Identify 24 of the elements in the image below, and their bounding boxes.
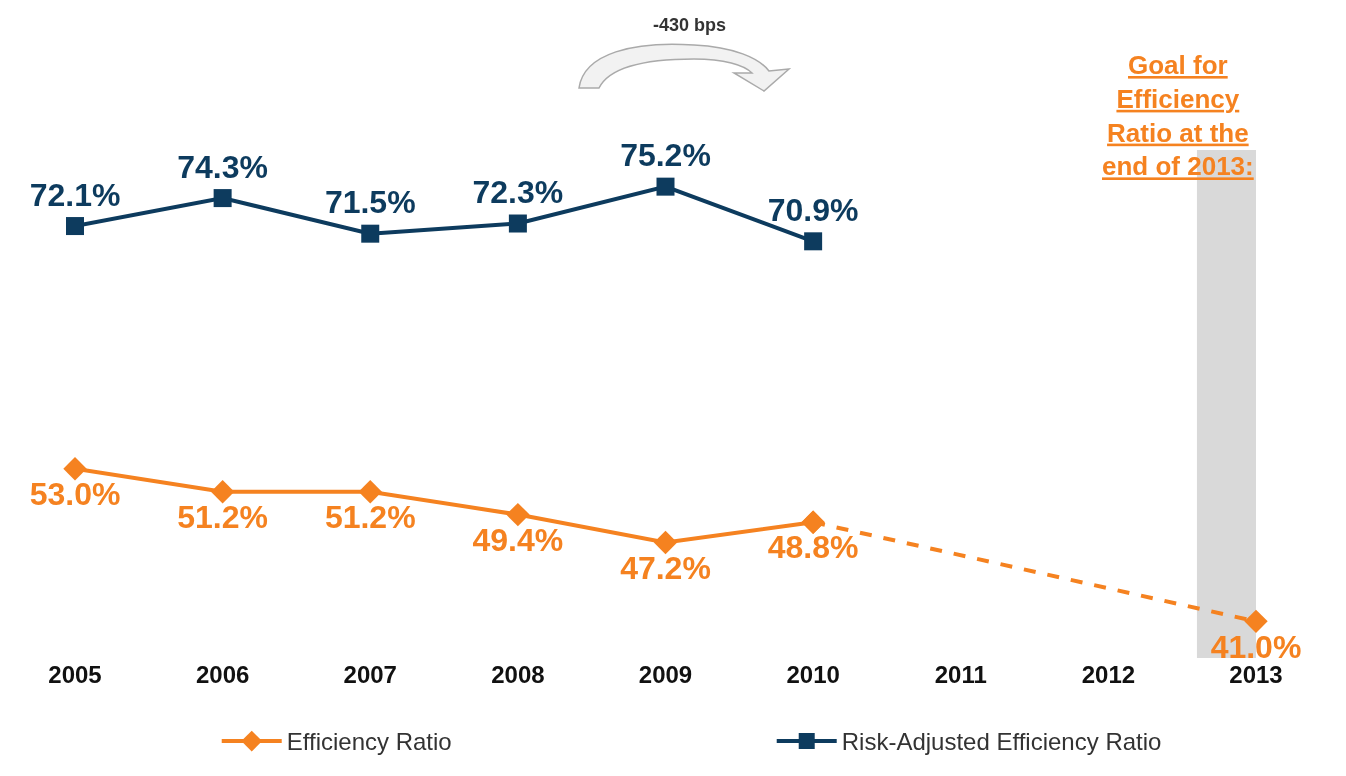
x-tick-label: 2005 — [48, 661, 102, 688]
data-label: 51.2% — [177, 498, 268, 535]
data-label: 70.9% — [767, 192, 859, 229]
data-label: 49.4% — [472, 521, 564, 558]
x-tick-label: 2012 — [1081, 661, 1136, 688]
data-label: 72.1% — [29, 176, 121, 213]
band-label: Goal for Efficiency Ratio at the end of 2013: — [1102, 50, 1254, 182]
data-label: 71.5% — [324, 184, 416, 221]
text: -430 bps — [653, 15, 727, 35]
data-label: 53.0% — [29, 476, 121, 513]
legend-label: Efficiency Ratio — [286, 728, 452, 756]
legend-label: Risk-Adjusted Efficiency Ratio — [841, 728, 1162, 756]
x-tick-label: 2011 — [934, 661, 987, 688]
data-label: 72.3% — [472, 174, 564, 211]
data-label: 75.2% — [620, 137, 711, 174]
x-tick-label: 2009 — [638, 661, 693, 688]
data-label: 51.2% — [324, 498, 416, 535]
x-tick-label: 2007 — [343, 661, 397, 688]
x-tick-label: 2010 — [786, 661, 840, 688]
data-label: 47.2% — [620, 549, 711, 586]
data-label: 74.3% — [177, 148, 268, 185]
x-tick-label: 2006 — [195, 661, 250, 688]
x-tick-label: 2008 — [491, 661, 545, 688]
data-label: 48.8% — [767, 529, 859, 566]
